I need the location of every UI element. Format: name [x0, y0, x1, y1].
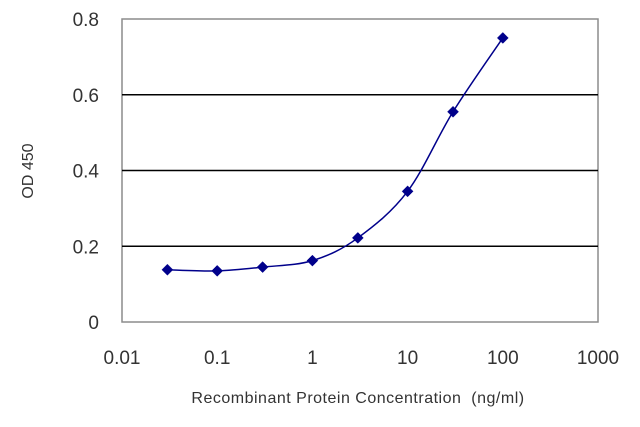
tick-labels: 0 0.2 0.4 0.6 0.8 0.01 0.1 1 10 100 1000 — [73, 10, 620, 369]
data-point-marker — [351, 232, 364, 244]
x-tick-label: 1 — [307, 348, 318, 369]
data-series — [161, 32, 509, 277]
x-axis-title: Recombinant Protein Concentration (ng/ml… — [191, 390, 524, 407]
x-tick-label: 100 — [487, 348, 519, 369]
y-tick-label: 0.6 — [73, 86, 99, 107]
data-point-marker — [447, 105, 459, 118]
x-tick-label: 10 — [397, 348, 418, 369]
x-tick-label: 0.01 — [104, 348, 141, 369]
y-axis-title: OD 450 — [20, 143, 37, 198]
data-point-marker — [496, 32, 509, 44]
data-point-marker — [161, 263, 174, 276]
data-point-marker — [401, 185, 414, 198]
data-point-marker — [211, 265, 224, 277]
data-point-marker — [256, 261, 269, 273]
x-tick-label: 1000 — [577, 348, 619, 369]
gridlines — [122, 94, 598, 247]
y-tick-label: 0.2 — [73, 237, 99, 258]
data-point-marker — [306, 254, 319, 267]
y-tick-label: 0.8 — [73, 10, 99, 31]
x-tick-label: 0.1 — [204, 348, 230, 369]
y-tick-label: 0.4 — [73, 162, 100, 183]
y-tick-label: 0 — [88, 313, 99, 334]
